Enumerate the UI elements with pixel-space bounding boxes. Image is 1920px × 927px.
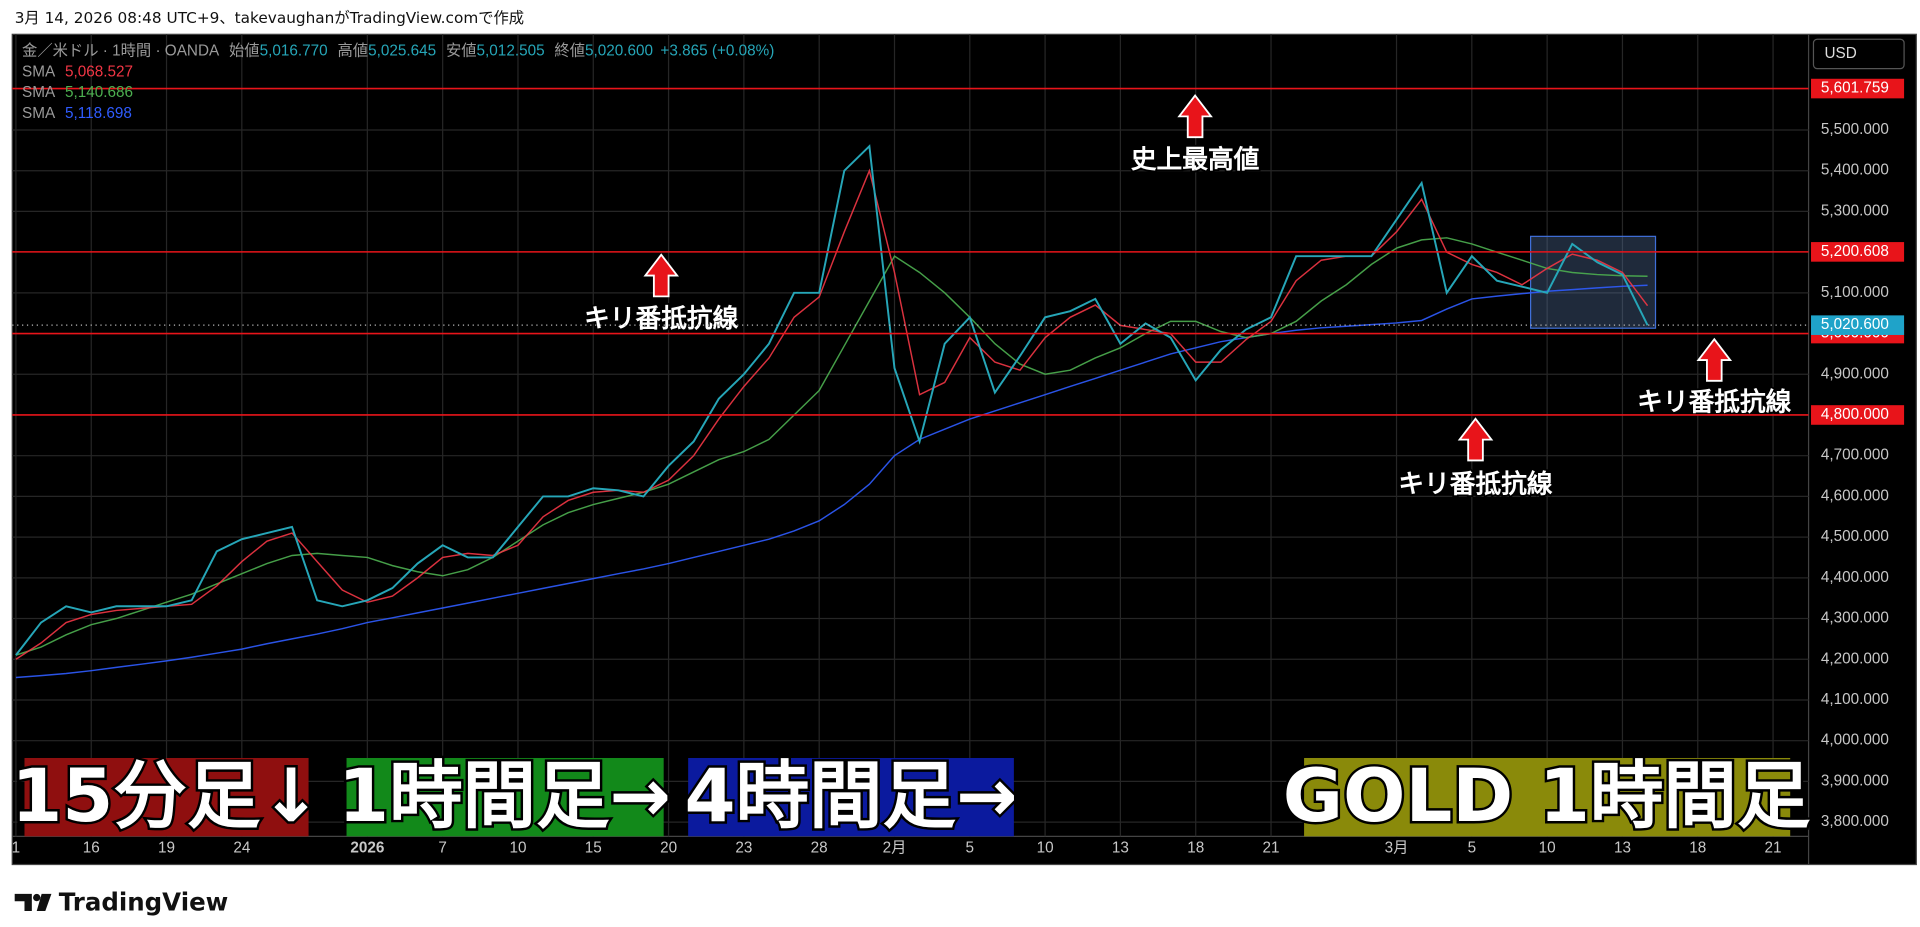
x-tick-label: 5 — [1468, 840, 1477, 857]
x-tick-label: 16 — [83, 840, 100, 857]
x-tick-label: 28 — [811, 840, 828, 857]
price-label-box — [1811, 405, 1905, 425]
arrow — [643, 253, 680, 298]
currency-box[interactable] — [1812, 38, 1905, 70]
y-tick-label: 5,500.000 — [1821, 121, 1889, 138]
currency[interactable]: USD — [1824, 45, 1856, 62]
ohlc-value: 5,016.770 — [260, 43, 328, 60]
annotation: 史上最高値 — [1131, 144, 1260, 175]
chart-panel — [11, 33, 1917, 866]
sma-line — [15, 284, 1648, 679]
y-tick-label: 4,500.000 — [1821, 528, 1889, 545]
logo — [14, 893, 52, 912]
y-tick-label: 4,700.000 — [1821, 447, 1889, 464]
y-tick-label: 3,900.000 — [1821, 772, 1889, 789]
x-tick-label: 2026 — [350, 840, 384, 857]
x-tick-label: 3月 — [1385, 840, 1409, 857]
banner-box — [1304, 757, 1791, 837]
banner: GOLD 1時間足 — [1283, 754, 1811, 839]
y-tick-label: 4,300.000 — [1821, 610, 1889, 627]
arrow — [1177, 94, 1213, 139]
y-tick-label: 4,200.000 — [1821, 650, 1889, 667]
legend-title: 金／米ドル · 1時間 · OANDA — [22, 43, 220, 60]
price-label: 5,200.608 — [1821, 243, 1889, 260]
range-box — [1530, 235, 1657, 329]
legend-name: SMA — [22, 84, 56, 101]
footer-logo: TradingView — [59, 888, 229, 917]
y-tick-label: 4,600.000 — [1821, 487, 1889, 504]
annotation: キリ番抵抗線 — [1637, 386, 1792, 417]
x-tick-label: 21 — [1765, 840, 1782, 857]
y-tick-label: 4,400.000 — [1821, 569, 1889, 586]
x-tick-label: 7 — [438, 840, 447, 857]
legend-value: 5,118.698 — [65, 105, 132, 122]
price-label-box — [1811, 315, 1905, 335]
ohlc-value: 5,020.600 — [585, 43, 653, 60]
x-tick-label: 1 — [12, 840, 21, 857]
x-tick-label: 18 — [1187, 840, 1204, 857]
logo-mark — [33, 893, 41, 902]
arrow — [1696, 337, 1733, 382]
ohlc-label: 安値 — [446, 43, 477, 60]
banner: 4時間足→ — [685, 754, 1018, 839]
x-tick-label: 23 — [735, 840, 752, 857]
price-label-box — [1811, 242, 1905, 262]
legend-value: 5,068.527 — [65, 63, 133, 80]
y-tick-label: 5,100.000 — [1821, 284, 1889, 301]
legend-entry: SMA 5,068.527 — [22, 63, 133, 80]
ohlc-value: 5,012.505 — [477, 43, 545, 60]
sma-line — [15, 237, 1648, 656]
legend-entry: SMA 5,118.698 — [22, 105, 132, 122]
legend-value: 5,140.686 — [65, 84, 133, 101]
x-tick-label: 10 — [1539, 840, 1556, 857]
y-tick-label: 4,900.000 — [1821, 365, 1889, 382]
ohlc-label: 始値 — [229, 43, 260, 60]
logo-mark — [36, 893, 52, 912]
x-tick-label: 10 — [1037, 840, 1054, 857]
x-tick-label: 2月 — [883, 840, 907, 857]
arrows — [643, 94, 1733, 462]
price-label: 4,800.000 — [1821, 406, 1889, 423]
annotation: キリ番抵抗線 — [584, 303, 739, 334]
ohlc-label: 終値 — [554, 43, 585, 60]
x-tick-label: 24 — [233, 840, 251, 857]
ohlc-label: 高値 — [337, 43, 368, 60]
x-tick-label: 13 — [1112, 840, 1129, 857]
banner-box — [688, 757, 1014, 837]
x-tick-label: 20 — [660, 840, 677, 857]
x-tick-label: 5 — [966, 840, 975, 857]
y-tick-label: 5,400.000 — [1821, 162, 1889, 179]
x-tick-label: 10 — [509, 840, 526, 857]
legend-entry: SMA 5,140.686 — [22, 84, 133, 101]
annotation: キリ番抵抗線 — [1398, 468, 1553, 499]
price-line — [15, 144, 1649, 656]
price-label: 5,601.759 — [1821, 80, 1889, 97]
legend-name: SMA — [22, 63, 56, 80]
change: +3.865 (+0.08%) — [660, 43, 774, 60]
ohlc-value: 5,025.645 — [368, 43, 436, 60]
x-tick-label: 18 — [1689, 840, 1706, 857]
y-tick-label: 4,000.000 — [1821, 732, 1889, 749]
arrow — [1457, 417, 1494, 462]
y-tick-label: 4,100.000 — [1821, 691, 1889, 708]
banner: 15分足↓ — [11, 754, 322, 839]
x-tick-label: 15 — [585, 840, 602, 857]
logo-mark — [14, 893, 32, 912]
y-tick-label: 5,300.000 — [1821, 202, 1889, 219]
price-label-box — [1811, 78, 1905, 99]
legend: 金／米ドル · 1時間 · OANDA 始値5,016.770 高値5,025.64… — [22, 43, 774, 60]
header: 3月 14, 2026 08:48 UTC+9、takevaughanがTrad… — [15, 9, 524, 27]
x-tick-label: 21 — [1263, 840, 1280, 857]
x-tick-label: 19 — [158, 840, 175, 857]
banner-box — [346, 757, 664, 837]
y-tick-label: 3,800.000 — [1821, 813, 1889, 830]
banner: 1時間足→ — [338, 754, 671, 839]
price-label: 5,020.600 — [1821, 316, 1889, 333]
banner-box — [24, 757, 309, 837]
x-tick-label: 13 — [1614, 840, 1631, 857]
legend-name: SMA — [22, 105, 56, 122]
